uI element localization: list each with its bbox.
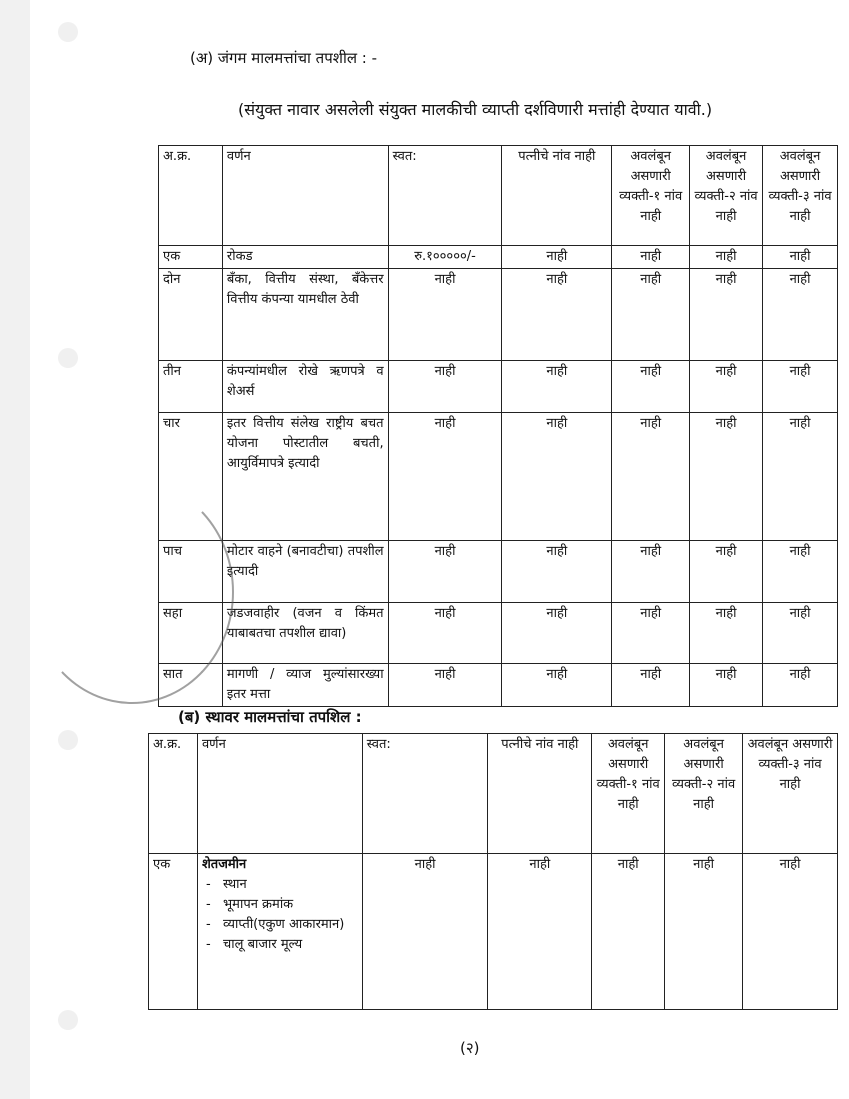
value-cell: नाही: [611, 602, 691, 664]
scan-margin: [0, 0, 30, 1099]
value-cell: नाही: [762, 245, 838, 269]
value-cell: नाही: [387, 540, 503, 603]
header-cell: अवलंबून असणारी व्यक्ती-१ नांव नाही: [611, 145, 691, 246]
header-cell: वर्णन: [221, 145, 389, 246]
value-cell: नाही: [501, 412, 613, 541]
row-description: बँका, वित्तीय संस्था, बँकेत्तर वित्तीय क…: [221, 268, 389, 361]
table-header-row: अ.क्र. वर्णन स्वत: पत्नीचे नांव नाही अवल…: [158, 145, 838, 246]
section-a-title: (अ) जंगम मालमत्तांचा तपशील : -: [190, 49, 377, 67]
value-cell: रु.१०००००/-: [387, 245, 503, 269]
header-cell: स्वत:: [361, 733, 489, 854]
punch-hole: [58, 348, 78, 368]
value-cell: नाही: [387, 412, 503, 541]
value-cell: नाही: [611, 540, 691, 603]
table-row: पाच मोटार वाहने (बनावटीचा) तपशील इत्यादी न…: [158, 540, 838, 603]
list-item: - व्याप्ती(एकुण आकारमान): [205, 917, 345, 932]
value-cell: नाही: [591, 853, 666, 1010]
list-item: - चालू बाजार मूल्य: [205, 937, 303, 952]
table-row: एक रोकड रु.१०००००/- नाही नाही नाही नाही: [158, 245, 838, 269]
row-description: कंपन्यांमधील रोखे ऋणपत्रे व शेअर्स: [221, 360, 389, 413]
value-cell: नाही: [742, 853, 838, 1010]
value-cell: नाही: [664, 853, 744, 1010]
row-number: एक: [158, 245, 223, 269]
value-cell: नाही: [611, 268, 691, 361]
value-cell: नाही: [611, 245, 691, 269]
table-row: तीन कंपन्यांमधील रोखे ऋणपत्रे व शेअर्स नाह…: [158, 360, 838, 413]
value-cell: नाही: [611, 412, 691, 541]
immovable-assets-table: अ.क्र. वर्णन स्वत: पत्नीचे नांव नाही अवल…: [148, 733, 838, 1010]
value-cell: नाही: [689, 602, 764, 664]
header-cell: पत्नीचे नांव नाही: [501, 145, 613, 246]
value-cell: नाही: [762, 540, 838, 603]
value-cell: नाही: [689, 412, 764, 541]
value-cell: नाही: [762, 663, 838, 707]
value-cell: नाही: [689, 540, 764, 603]
section-b-title: (ब) स्थावर मालमत्तांचा तपशिल :: [178, 708, 362, 726]
header-cell: अवलंबून असणारी व्यक्ती-२ नांव नाही: [664, 733, 744, 854]
value-cell: नाही: [387, 360, 503, 413]
section-a-note: (संयुक्त नावार असलेली संयुक्त मालकीची व्…: [238, 100, 713, 119]
table-row: सहा जडजवाहीर (वजन व किंमत याबाबतचा तपशील …: [158, 602, 838, 664]
punch-hole: [58, 22, 78, 42]
value-cell: नाही: [501, 540, 613, 603]
table-header-row: अ.क्र. वर्णन स्वत: पत्नीचे नांव नाही अवल…: [148, 733, 838, 854]
header-cell: अवलंबून असणारी व्यक्ती-३ नांव नाही: [762, 145, 838, 246]
punch-hole: [58, 1010, 78, 1030]
row-number: दोन: [158, 268, 223, 361]
value-cell: नाही: [689, 268, 764, 361]
row-title: शेतजमीन: [201, 857, 247, 872]
value-cell: नाही: [762, 412, 838, 541]
row-description: रोकड: [221, 245, 389, 269]
header-cell: अवलंबून असणारी व्यक्ती-२ नांव नाही: [689, 145, 764, 246]
header-cell: अवलंबून असणारी व्यक्ती-३ नांव नाही: [742, 733, 838, 854]
header-cell: वर्णन: [196, 733, 363, 854]
value-cell: नाही: [501, 602, 613, 664]
row-description: जडजवाहीर (वजन व किंमत याबाबतचा तपशील द्य…: [221, 602, 389, 664]
value-cell: नाही: [689, 663, 764, 707]
value-cell: नाही: [501, 663, 613, 707]
page-number: (२): [460, 1039, 480, 1057]
value-cell: नाही: [487, 853, 593, 1010]
row-description: शेतजमीन - स्थान - भूमापन क्रमांक - व्याप…: [196, 853, 363, 1010]
table-row: एक शेतजमीन - स्थान - भूमापन क्रमांक - व्…: [148, 853, 838, 1010]
list-item: - स्थान: [205, 877, 247, 892]
table-row: दोन बँका, वित्तीय संस्था, बँकेत्तर वित्ती…: [158, 268, 838, 361]
value-cell: नाही: [387, 602, 503, 664]
value-cell: नाही: [611, 360, 691, 413]
value-cell: नाही: [501, 268, 613, 361]
row-number: एक: [148, 853, 198, 1010]
table-row: सात मागणी / व्याज मुल्यांसारख्या इतर मत्त…: [158, 663, 838, 707]
header-cell: पत्नीचे नांव नाही: [487, 733, 593, 854]
row-description: मोटार वाहने (बनावटीचा) तपशील इत्यादी: [221, 540, 389, 603]
header-cell: स्वत:: [387, 145, 503, 246]
value-cell: नाही: [387, 268, 503, 361]
value-cell: नाही: [689, 245, 764, 269]
row-number: तीन: [158, 360, 223, 413]
value-cell: नाही: [762, 268, 838, 361]
header-cell: अ.क्र.: [148, 733, 198, 854]
value-cell: नाही: [501, 245, 613, 269]
value-cell: नाही: [611, 663, 691, 707]
table-row: चार इतर वित्तीय संलेख राष्ट्रीय बचत योजना…: [158, 412, 838, 541]
punch-hole: [58, 730, 78, 750]
value-cell: नाही: [387, 663, 503, 707]
value-cell: नाही: [361, 853, 489, 1010]
value-cell: नाही: [762, 602, 838, 664]
row-description: मागणी / व्याज मुल्यांसारख्या इतर मत्ता: [221, 663, 389, 707]
value-cell: नाही: [501, 360, 613, 413]
header-cell: अवलंबून असणारी व्यक्ती-१ नांव नाही: [591, 733, 666, 854]
header-cell: अ.क्र.: [158, 145, 223, 246]
movable-assets-table: अ.क्र. वर्णन स्वत: पत्नीचे नांव नाही अवल…: [158, 145, 838, 707]
value-cell: नाही: [762, 360, 838, 413]
value-cell: नाही: [689, 360, 764, 413]
list-item: - भूमापन क्रमांक: [205, 897, 294, 912]
seal-stamp: [30, 480, 234, 704]
row-description: इतर वित्तीय संलेख राष्ट्रीय बचत योजना पो…: [221, 412, 389, 541]
